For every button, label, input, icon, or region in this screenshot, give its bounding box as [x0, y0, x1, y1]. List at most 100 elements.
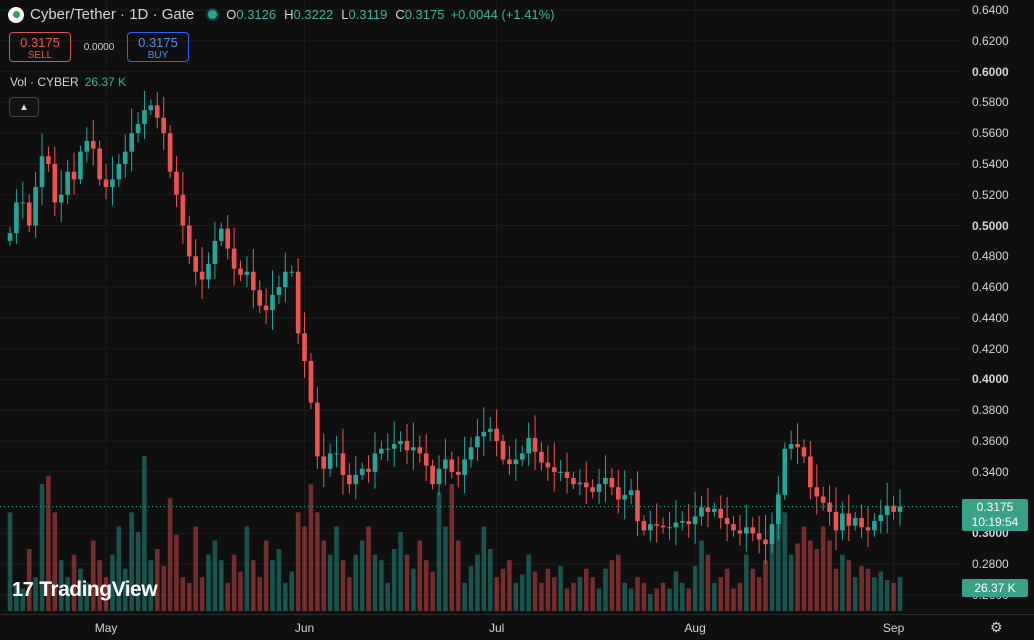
volume-bar [513, 582, 519, 611]
volume-bar [129, 512, 134, 611]
volume-bar [590, 577, 595, 611]
volume-bar [7, 512, 13, 611]
candle-body [692, 516, 698, 525]
candle-body [289, 271, 295, 273]
candle-body [641, 521, 647, 531]
candle-body [763, 539, 768, 545]
volume-bar [500, 568, 506, 611]
volume-bar [481, 526, 487, 611]
trade-panel: 0.3175 SELL 0.0000 0.3175 BUY [9, 32, 189, 62]
candle-body [39, 156, 45, 188]
volume-bar [97, 560, 102, 611]
candle-body [865, 527, 871, 531]
volume-bar [532, 571, 538, 611]
volume-bar [872, 577, 877, 611]
market-status-icon [208, 10, 218, 19]
volume-bar [430, 571, 435, 611]
candle-body [174, 171, 179, 195]
bar-countdown: 10:19:54 [971, 515, 1019, 529]
candle-body [808, 456, 813, 488]
candle-body [468, 447, 474, 460]
collapse-legend-button[interactable]: ▲ [9, 97, 39, 117]
price-axis[interactable]: 0.26000.28000.30000.34000.36000.38000.40… [960, 0, 1034, 614]
candle-body [186, 225, 192, 257]
candle-body [609, 478, 615, 488]
volume-bar [808, 540, 813, 611]
volume-bar [577, 577, 583, 611]
volume-bar [308, 484, 314, 611]
volume-bar [712, 582, 717, 611]
volume-bar [78, 568, 83, 611]
candle-body [417, 447, 423, 454]
price-tick-label: 0.5200 [972, 187, 1009, 202]
volume-bar [26, 549, 32, 611]
volume-bar [750, 568, 756, 611]
volume-bar [833, 568, 839, 611]
candle-body [769, 524, 775, 545]
volume-bar [142, 456, 147, 611]
volume-bar [814, 549, 820, 611]
volume-bar [122, 568, 128, 611]
volume-bar [628, 588, 634, 611]
chevron-up-icon: ▲ [19, 101, 29, 113]
candle-body [571, 478, 576, 485]
sell-button[interactable]: 0.3175 SELL [9, 32, 71, 62]
settings-gear-icon[interactable]: ⚙ [990, 619, 1003, 635]
candle-body [270, 294, 275, 311]
candlestick-chart[interactable] [0, 0, 960, 614]
volume-bar [154, 549, 160, 611]
candle-body [859, 518, 864, 528]
candle-body [513, 459, 519, 465]
volume-bar [84, 582, 90, 611]
candle-body [795, 444, 800, 448]
volume-bar [545, 568, 551, 611]
candle-body [295, 271, 301, 334]
candle-body [628, 490, 634, 495]
candle-body [423, 453, 429, 466]
volume-bar [820, 526, 826, 611]
candle-body [65, 171, 70, 195]
candle-body [487, 428, 493, 432]
time-tick-label: Aug [684, 621, 706, 635]
volume-bar [647, 594, 653, 611]
candle-body [398, 441, 403, 445]
candle-body [33, 187, 38, 226]
candle-body [801, 447, 807, 457]
volume-bar [718, 577, 724, 611]
candle-body [820, 496, 826, 503]
candle-body [283, 271, 288, 288]
candle-body [366, 468, 371, 472]
volume-bar [372, 554, 378, 611]
volume-bar [475, 554, 480, 611]
candle-body [481, 431, 487, 437]
volume-bar [110, 554, 115, 611]
symbol-title[interactable]: Cyber/Tether · 1D · Gate [30, 6, 195, 23]
volume-bar [315, 512, 320, 611]
candle-body [71, 171, 77, 180]
candle-body [315, 402, 320, 457]
volume-bar [558, 565, 563, 611]
candle-body [724, 518, 730, 525]
candle-body [705, 507, 711, 512]
volume-bar [622, 582, 627, 611]
candle-body [449, 459, 455, 472]
candle-body [154, 105, 160, 118]
volume-bar [321, 540, 327, 611]
volume-bar [161, 565, 166, 611]
candle-body [744, 527, 749, 534]
volume-bar [686, 588, 692, 611]
candle-body [148, 105, 154, 111]
chart-canvas[interactable] [0, 0, 960, 614]
candle-body [238, 268, 243, 275]
volume-bar [270, 560, 275, 611]
buy-button[interactable]: 0.3175 BUY [127, 32, 189, 62]
volume-bar [526, 554, 531, 611]
volume-bar [769, 540, 775, 611]
candle-body [46, 156, 51, 164]
time-axis[interactable]: ⚙ May Jun Jul Aug Sep [0, 614, 1034, 640]
volume-legend[interactable]: Vol · CYBER 26.37 K [10, 75, 126, 89]
price-tick-label: 0.5000 [972, 218, 1009, 233]
candle-body [212, 240, 218, 265]
volume-bar [551, 577, 557, 611]
volume-bar [225, 582, 231, 611]
